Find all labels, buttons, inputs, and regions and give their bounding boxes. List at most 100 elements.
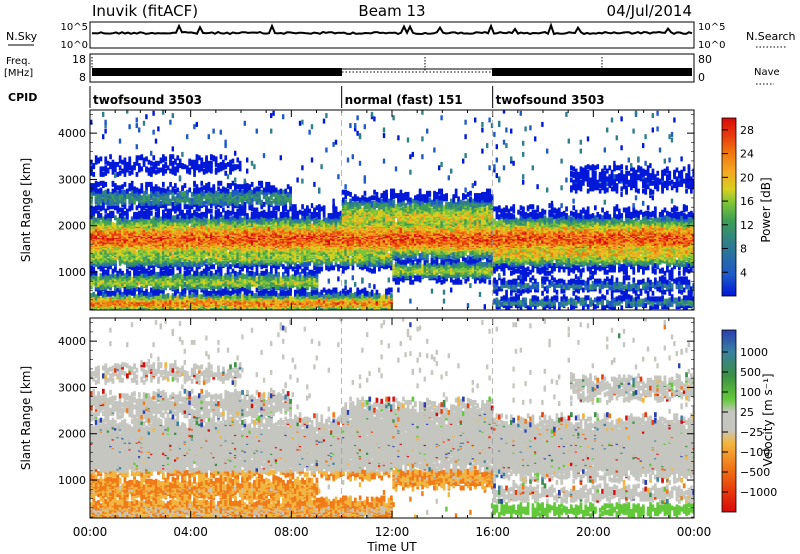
data-cell bbox=[159, 265, 163, 271]
data-cell bbox=[171, 190, 175, 196]
data-cell bbox=[193, 164, 196, 170]
data-cell bbox=[116, 283, 120, 289]
data-cell bbox=[253, 187, 256, 193]
data-cell bbox=[174, 196, 177, 202]
data-cell bbox=[202, 211, 206, 217]
data-cell bbox=[202, 219, 206, 225]
data-cell bbox=[116, 270, 120, 276]
data-cell bbox=[222, 253, 225, 259]
data-cell bbox=[106, 160, 110, 166]
data-cell bbox=[114, 173, 117, 179]
data-cell bbox=[236, 164, 240, 170]
data-cell bbox=[116, 171, 120, 177]
data-cell bbox=[238, 184, 242, 190]
data-cell bbox=[135, 217, 139, 223]
data-cell bbox=[145, 185, 148, 191]
data-cell bbox=[111, 188, 115, 194]
data-cell bbox=[157, 196, 160, 202]
data-cell bbox=[140, 276, 144, 282]
data-cell bbox=[99, 249, 103, 255]
data-cell bbox=[205, 225, 208, 231]
data-cell bbox=[193, 187, 196, 193]
data-cell bbox=[238, 223, 242, 229]
data-cell bbox=[97, 289, 100, 295]
data-cell bbox=[138, 163, 141, 169]
data-cell bbox=[181, 294, 184, 300]
data-cell bbox=[111, 271, 115, 277]
cpid-label: CPID bbox=[8, 91, 37, 104]
data-cell bbox=[195, 265, 199, 271]
data-cell bbox=[135, 158, 139, 164]
data-cell bbox=[200, 224, 204, 230]
data-cell bbox=[231, 201, 235, 207]
data-cell bbox=[154, 190, 158, 196]
data-cell bbox=[157, 160, 160, 166]
data-cell bbox=[106, 277, 110, 283]
data-cell bbox=[183, 220, 187, 226]
data-cell bbox=[238, 273, 242, 279]
data-cell bbox=[140, 273, 144, 279]
data-cell bbox=[171, 168, 175, 174]
data-cell bbox=[176, 288, 180, 294]
data-cell bbox=[130, 205, 134, 211]
data-cell bbox=[195, 296, 199, 302]
data-cell bbox=[224, 163, 228, 169]
data-cell bbox=[166, 293, 170, 299]
data-cell bbox=[92, 163, 96, 169]
nave-label: Nave bbox=[754, 67, 780, 78]
data-cell bbox=[99, 180, 103, 186]
data-cell bbox=[150, 181, 153, 187]
data-cell bbox=[214, 274, 218, 280]
data-cell bbox=[174, 281, 177, 287]
data-cell bbox=[123, 181, 127, 187]
data-cell bbox=[104, 214, 108, 220]
data-cell bbox=[260, 180, 264, 186]
data-cell bbox=[166, 268, 170, 274]
data-cell bbox=[222, 295, 225, 301]
data-cell bbox=[234, 183, 237, 189]
data-cell bbox=[193, 276, 196, 282]
data-cell bbox=[214, 159, 218, 165]
data-cell bbox=[133, 211, 136, 217]
data-cell bbox=[138, 265, 141, 271]
data-cell bbox=[121, 189, 124, 195]
data-cell bbox=[198, 256, 201, 262]
data-cell bbox=[102, 190, 105, 196]
data-cell bbox=[202, 279, 206, 285]
data-cell bbox=[231, 218, 235, 224]
data-cell bbox=[246, 168, 249, 174]
data-cell bbox=[147, 291, 151, 297]
data-cell bbox=[126, 161, 129, 167]
data-cell bbox=[116, 208, 120, 214]
data-cell bbox=[147, 219, 151, 225]
data-cell bbox=[118, 165, 122, 171]
data-cell bbox=[188, 187, 192, 193]
data-cell bbox=[207, 164, 211, 170]
data-cell bbox=[174, 166, 177, 172]
data-cell bbox=[130, 297, 134, 303]
data-cell bbox=[214, 167, 218, 173]
data-cell bbox=[128, 294, 132, 300]
data-cell bbox=[243, 278, 247, 284]
data-cell bbox=[142, 205, 146, 211]
data-cell bbox=[116, 293, 120, 299]
data-cell bbox=[236, 250, 240, 256]
data-cell bbox=[169, 277, 172, 283]
data-cell bbox=[241, 184, 244, 190]
data-cell bbox=[195, 187, 199, 193]
data-cell bbox=[92, 215, 96, 221]
data-cell bbox=[92, 189, 96, 195]
data-cell bbox=[162, 181, 165, 187]
data-cell bbox=[171, 253, 175, 259]
nsky-trace bbox=[92, 22, 693, 36]
data-cell bbox=[128, 183, 132, 189]
data-cell bbox=[102, 197, 105, 203]
data-cell bbox=[135, 123, 138, 129]
data-cell bbox=[128, 246, 132, 252]
data-cell bbox=[116, 251, 120, 257]
data-cell bbox=[262, 201, 266, 207]
data-cell bbox=[154, 294, 158, 300]
data-cell bbox=[138, 127, 141, 133]
data-cell bbox=[243, 219, 247, 225]
data-cell bbox=[250, 197, 254, 203]
